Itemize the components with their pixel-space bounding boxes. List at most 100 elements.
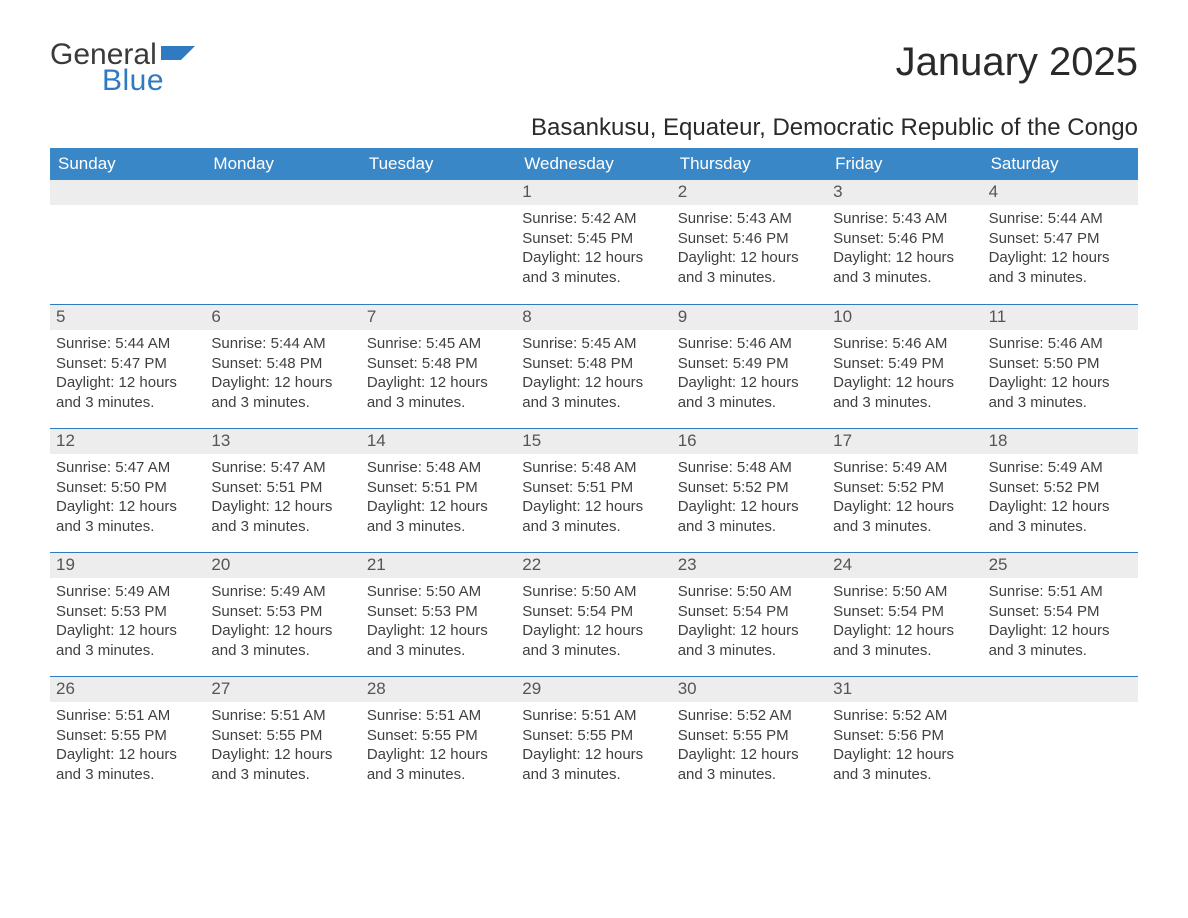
day-cell: 21Sunrise: 5:50 AMSunset: 5:53 PMDayligh…: [361, 553, 516, 676]
daylight-line: Daylight: 12 hours and 3 minutes.: [522, 248, 665, 287]
sunrise-line: Sunrise: 5:43 AM: [833, 209, 976, 229]
sunset-line: Sunset: 5:53 PM: [56, 602, 199, 622]
daylight-line: Daylight: 12 hours and 3 minutes.: [678, 745, 821, 784]
day-of-week-header: SundayMondayTuesdayWednesdayThursdayFrid…: [50, 148, 1138, 180]
daylight-line: Daylight: 12 hours and 3 minutes.: [833, 497, 976, 536]
day-cell: [361, 180, 516, 304]
header-row: General Blue January 2025: [50, 40, 1138, 96]
day-cell: 19Sunrise: 5:49 AMSunset: 5:53 PMDayligh…: [50, 553, 205, 676]
day-cell: 10Sunrise: 5:46 AMSunset: 5:49 PMDayligh…: [827, 305, 982, 428]
day-cell: 16Sunrise: 5:48 AMSunset: 5:52 PMDayligh…: [672, 429, 827, 552]
sunrise-line: Sunrise: 5:44 AM: [56, 334, 199, 354]
day-cell: 1Sunrise: 5:42 AMSunset: 5:45 PMDaylight…: [516, 180, 671, 304]
sunrise-line: Sunrise: 5:42 AM: [522, 209, 665, 229]
sunset-line: Sunset: 5:55 PM: [678, 726, 821, 746]
day-number: 3: [827, 180, 982, 205]
day-cell: 30Sunrise: 5:52 AMSunset: 5:55 PMDayligh…: [672, 677, 827, 800]
sunset-line: Sunset: 5:49 PM: [833, 354, 976, 374]
day-cell: [983, 677, 1138, 800]
daylight-line: Daylight: 12 hours and 3 minutes.: [989, 497, 1132, 536]
day-cell: [50, 180, 205, 304]
day-cell: 8Sunrise: 5:45 AMSunset: 5:48 PMDaylight…: [516, 305, 671, 428]
day-content: Sunrise: 5:47 AMSunset: 5:50 PMDaylight:…: [50, 454, 205, 546]
daylight-line: Daylight: 12 hours and 3 minutes.: [56, 373, 199, 412]
day-cell: 18Sunrise: 5:49 AMSunset: 5:52 PMDayligh…: [983, 429, 1138, 552]
sunrise-line: Sunrise: 5:48 AM: [367, 458, 510, 478]
day-cell: 28Sunrise: 5:51 AMSunset: 5:55 PMDayligh…: [361, 677, 516, 800]
day-content: Sunrise: 5:44 AMSunset: 5:47 PMDaylight:…: [50, 330, 205, 422]
sunset-line: Sunset: 5:54 PM: [522, 602, 665, 622]
day-cell: 9Sunrise: 5:46 AMSunset: 5:49 PMDaylight…: [672, 305, 827, 428]
calendar-page: General Blue January 2025 Basankusu, Equ…: [0, 0, 1188, 830]
sunset-line: Sunset: 5:51 PM: [211, 478, 354, 498]
day-number: 8: [516, 305, 671, 330]
day-number: 19: [50, 553, 205, 578]
daylight-line: Daylight: 12 hours and 3 minutes.: [678, 373, 821, 412]
sunset-line: Sunset: 5:53 PM: [211, 602, 354, 622]
sunset-line: Sunset: 5:55 PM: [211, 726, 354, 746]
day-number: 30: [672, 677, 827, 702]
day-cell: 3Sunrise: 5:43 AMSunset: 5:46 PMDaylight…: [827, 180, 982, 304]
daylight-line: Daylight: 12 hours and 3 minutes.: [367, 373, 510, 412]
sunset-line: Sunset: 5:48 PM: [522, 354, 665, 374]
week-row: 12Sunrise: 5:47 AMSunset: 5:50 PMDayligh…: [50, 428, 1138, 552]
day-header: Sunday: [50, 148, 205, 180]
day-cell: 4Sunrise: 5:44 AMSunset: 5:47 PMDaylight…: [983, 180, 1138, 304]
day-content: Sunrise: 5:49 AMSunset: 5:52 PMDaylight:…: [983, 454, 1138, 546]
day-content: Sunrise: 5:45 AMSunset: 5:48 PMDaylight:…: [361, 330, 516, 422]
day-cell: 15Sunrise: 5:48 AMSunset: 5:51 PMDayligh…: [516, 429, 671, 552]
daylight-line: Daylight: 12 hours and 3 minutes.: [211, 745, 354, 784]
day-number: [361, 180, 516, 205]
day-number: 17: [827, 429, 982, 454]
sunrise-line: Sunrise: 5:51 AM: [211, 706, 354, 726]
sunset-line: Sunset: 5:54 PM: [833, 602, 976, 622]
day-content: Sunrise: 5:43 AMSunset: 5:46 PMDaylight:…: [827, 205, 982, 297]
day-content: Sunrise: 5:50 AMSunset: 5:54 PMDaylight:…: [672, 578, 827, 670]
day-cell: 6Sunrise: 5:44 AMSunset: 5:48 PMDaylight…: [205, 305, 360, 428]
day-content: Sunrise: 5:48 AMSunset: 5:51 PMDaylight:…: [361, 454, 516, 546]
day-cell: [205, 180, 360, 304]
day-content: Sunrise: 5:51 AMSunset: 5:55 PMDaylight:…: [205, 702, 360, 794]
day-content: Sunrise: 5:52 AMSunset: 5:55 PMDaylight:…: [672, 702, 827, 794]
day-number: 12: [50, 429, 205, 454]
brand-word-blue: Blue: [50, 66, 195, 96]
day-cell: 27Sunrise: 5:51 AMSunset: 5:55 PMDayligh…: [205, 677, 360, 800]
daylight-line: Daylight: 12 hours and 3 minutes.: [833, 373, 976, 412]
day-number: 18: [983, 429, 1138, 454]
week-row: 5Sunrise: 5:44 AMSunset: 5:47 PMDaylight…: [50, 304, 1138, 428]
day-number: 6: [205, 305, 360, 330]
day-content: Sunrise: 5:52 AMSunset: 5:56 PMDaylight:…: [827, 702, 982, 794]
day-content: Sunrise: 5:46 AMSunset: 5:50 PMDaylight:…: [983, 330, 1138, 422]
day-number: [50, 180, 205, 205]
sunrise-line: Sunrise: 5:51 AM: [56, 706, 199, 726]
weeks-container: 1Sunrise: 5:42 AMSunset: 5:45 PMDaylight…: [50, 180, 1138, 800]
day-number: [983, 677, 1138, 702]
sunset-line: Sunset: 5:56 PM: [833, 726, 976, 746]
daylight-line: Daylight: 12 hours and 3 minutes.: [522, 745, 665, 784]
page-title: January 2025: [896, 40, 1138, 85]
sunset-line: Sunset: 5:52 PM: [833, 478, 976, 498]
day-number: 16: [672, 429, 827, 454]
day-number: 26: [50, 677, 205, 702]
day-cell: 5Sunrise: 5:44 AMSunset: 5:47 PMDaylight…: [50, 305, 205, 428]
sunrise-line: Sunrise: 5:49 AM: [211, 582, 354, 602]
sunrise-line: Sunrise: 5:46 AM: [678, 334, 821, 354]
day-number: 9: [672, 305, 827, 330]
day-number: 5: [50, 305, 205, 330]
day-number: 28: [361, 677, 516, 702]
sunrise-line: Sunrise: 5:51 AM: [989, 582, 1132, 602]
daylight-line: Daylight: 12 hours and 3 minutes.: [522, 621, 665, 660]
day-number: 4: [983, 180, 1138, 205]
day-content: Sunrise: 5:49 AMSunset: 5:53 PMDaylight:…: [50, 578, 205, 670]
daylight-line: Daylight: 12 hours and 3 minutes.: [56, 497, 199, 536]
day-cell: 11Sunrise: 5:46 AMSunset: 5:50 PMDayligh…: [983, 305, 1138, 428]
sunset-line: Sunset: 5:52 PM: [678, 478, 821, 498]
daylight-line: Daylight: 12 hours and 3 minutes.: [367, 745, 510, 784]
sunrise-line: Sunrise: 5:50 AM: [367, 582, 510, 602]
day-number: 20: [205, 553, 360, 578]
day-content: Sunrise: 5:44 AMSunset: 5:48 PMDaylight:…: [205, 330, 360, 422]
day-cell: 29Sunrise: 5:51 AMSunset: 5:55 PMDayligh…: [516, 677, 671, 800]
day-cell: 24Sunrise: 5:50 AMSunset: 5:54 PMDayligh…: [827, 553, 982, 676]
day-content: Sunrise: 5:42 AMSunset: 5:45 PMDaylight:…: [516, 205, 671, 297]
sunrise-line: Sunrise: 5:50 AM: [522, 582, 665, 602]
